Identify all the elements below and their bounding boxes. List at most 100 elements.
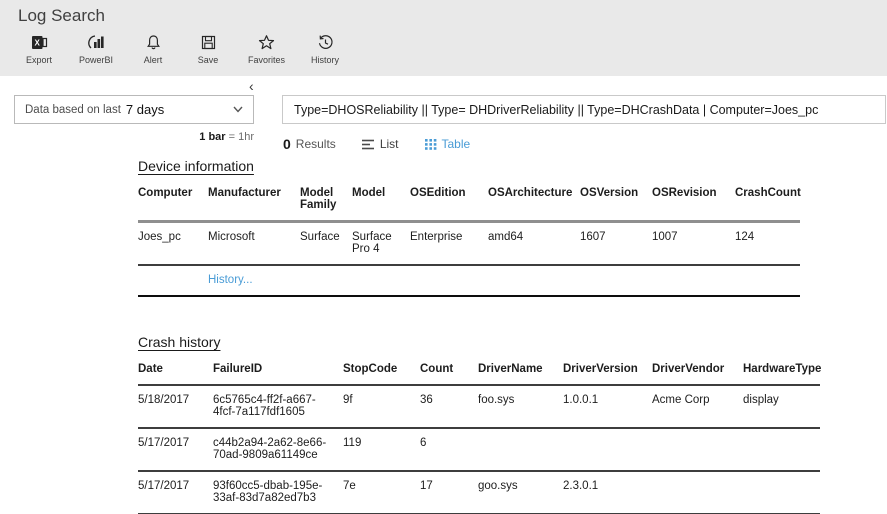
cell: display — [743, 385, 820, 429]
save-button[interactable]: Save — [189, 32, 227, 67]
time-range-value: 7 days — [125, 102, 165, 117]
collapse-panel-chevron-icon[interactable]: ‹ — [249, 78, 254, 94]
cell — [743, 471, 820, 514]
table-row: 5/18/2017 6c5765c4-ff2f-a667-4fcf-7a117fd… — [138, 385, 820, 429]
cell: 93f60cc5-dbab-195e-33af-83d7a82ed7b3 — [213, 471, 343, 514]
cell: 1.0.0.1 — [563, 385, 652, 429]
cell — [563, 428, 652, 472]
time-range-prefix: Data based on last — [25, 103, 121, 116]
cell: 6c5765c4-ff2f-a667-4fcf-7a117fdf1605 — [213, 385, 343, 429]
history-label: History — [311, 55, 340, 65]
cell: Surface — [300, 221, 352, 266]
column-header: Model Family — [300, 184, 352, 223]
column-header: StopCode — [343, 360, 420, 386]
cell: 2.3.0.1 — [563, 471, 652, 514]
column-header: FailureID — [213, 360, 343, 386]
column-header: OSVersion — [580, 184, 652, 223]
column-header: Manufacturer — [208, 184, 300, 223]
results-row: 0 Results List Table — [283, 136, 470, 152]
link-row: History... — [138, 265, 800, 297]
history-button[interactable]: History — [306, 32, 344, 67]
time-range-dropdown[interactable]: Data based on last 7 days — [14, 95, 254, 124]
star-icon — [258, 34, 275, 51]
cell: Microsoft — [208, 221, 300, 266]
table-grid-icon — [424, 138, 436, 150]
svg-text:X: X — [34, 39, 40, 48]
bar-scale-label: 1 bar = 1hr — [14, 131, 254, 143]
cell: 6 — [420, 428, 478, 472]
floppy-save-icon — [200, 34, 217, 51]
header-band: Log Search X Export PowerBI Alert — [0, 0, 887, 76]
bell-icon — [145, 34, 162, 51]
table-label: Table — [441, 137, 471, 151]
cell: Enterprise — [410, 221, 488, 266]
cell: goo.sys — [478, 471, 563, 514]
column-header: Count — [420, 360, 478, 386]
column-header: CrashCount — [735, 184, 801, 223]
powerbi-icon — [87, 34, 105, 51]
list-view-toggle[interactable]: List — [361, 137, 399, 151]
column-header: Computer — [138, 184, 208, 223]
crash-history-section: Crash history Date FailureID StopCode Count… — [138, 334, 838, 514]
cell — [652, 428, 743, 472]
column-header: DriverName — [478, 360, 563, 386]
cell: Surface Pro 4 — [352, 221, 410, 266]
cell — [478, 428, 563, 472]
header-row: Date FailureID StopCode Count DriverName Driv… — [138, 360, 821, 386]
cell: c44b2a94-2a62-8e66-70ad-9809a61149ce — [213, 428, 343, 472]
powerbi-label: PowerBI — [79, 55, 114, 65]
search-query-input[interactable]: Type=DHOSReliability || Type= DHDriverRe… — [282, 95, 886, 124]
cell — [138, 265, 208, 297]
table-row: Joes_pc Microsoft Surface Surface Pro 4 Ente… — [138, 221, 800, 266]
column-header: DriverVendor — [652, 360, 743, 386]
column-header: Date — [138, 360, 213, 386]
cell: 7e — [343, 471, 420, 514]
cell: foo.sys — [478, 385, 563, 429]
export-button[interactable]: X Export — [20, 32, 58, 67]
cell: amd64 — [488, 221, 580, 266]
favorites-button[interactable]: Favorites — [244, 32, 289, 67]
cell: Acme Corp — [652, 385, 743, 429]
results-content: Device information Computer Manufacturer M… — [138, 158, 838, 514]
cell: 119 — [343, 428, 420, 472]
results-label: Results — [295, 137, 336, 151]
table-row: 5/17/2017 c44b2a94-2a62-8e66-70ad-9809a61… — [138, 428, 820, 472]
column-header: Model — [352, 184, 410, 223]
device-information-section: Device information Computer Manufacturer M… — [138, 158, 838, 297]
excel-export-icon: X — [31, 34, 48, 51]
cell: 5/18/2017 — [138, 385, 213, 429]
table-row: 5/17/2017 93f60cc5-dbab-195e-33af-83d7a82… — [138, 471, 820, 514]
cell — [652, 471, 743, 514]
device-information-table: Computer Manufacturer Model Family Model OSE… — [138, 184, 801, 297]
list-icon — [361, 139, 374, 149]
cell: History... — [208, 265, 800, 297]
crash-history-heading: Crash history — [138, 334, 221, 350]
export-label: Export — [25, 55, 52, 65]
table-view-toggle[interactable]: Table — [424, 137, 471, 151]
cell: 17 — [420, 471, 478, 514]
cell: 5/17/2017 — [138, 471, 213, 514]
save-label: Save — [197, 55, 219, 65]
cell: 36 — [420, 385, 478, 429]
column-header: OSArchitecture — [488, 184, 580, 223]
toolbar: X Export PowerBI Alert Save — [20, 32, 344, 67]
crash-history-table: Date FailureID StopCode Count DriverName Driv… — [138, 360, 821, 514]
history-clock-icon — [317, 34, 334, 51]
cell: 9f — [343, 385, 420, 429]
column-header: OSRevision — [652, 184, 735, 223]
device-info-link[interactable]: History... — [208, 274, 253, 286]
cell — [743, 428, 820, 472]
chevron-down-icon — [233, 106, 243, 113]
alert-button[interactable]: Alert — [134, 32, 172, 67]
cell: 1007 — [652, 221, 735, 266]
page-title: Log Search — [18, 6, 105, 25]
favorites-label: Favorites — [248, 55, 286, 65]
column-header: OSEdition — [410, 184, 488, 223]
bar-scale-bold: 1 bar — [199, 131, 226, 143]
cell: Joes_pc — [138, 221, 208, 266]
powerbi-button[interactable]: PowerBI — [75, 32, 117, 67]
header-row: Computer Manufacturer Model Family Model OSE… — [138, 184, 801, 223]
device-information-heading: Device information — [138, 158, 254, 174]
column-header: HardwareType — [743, 360, 821, 386]
